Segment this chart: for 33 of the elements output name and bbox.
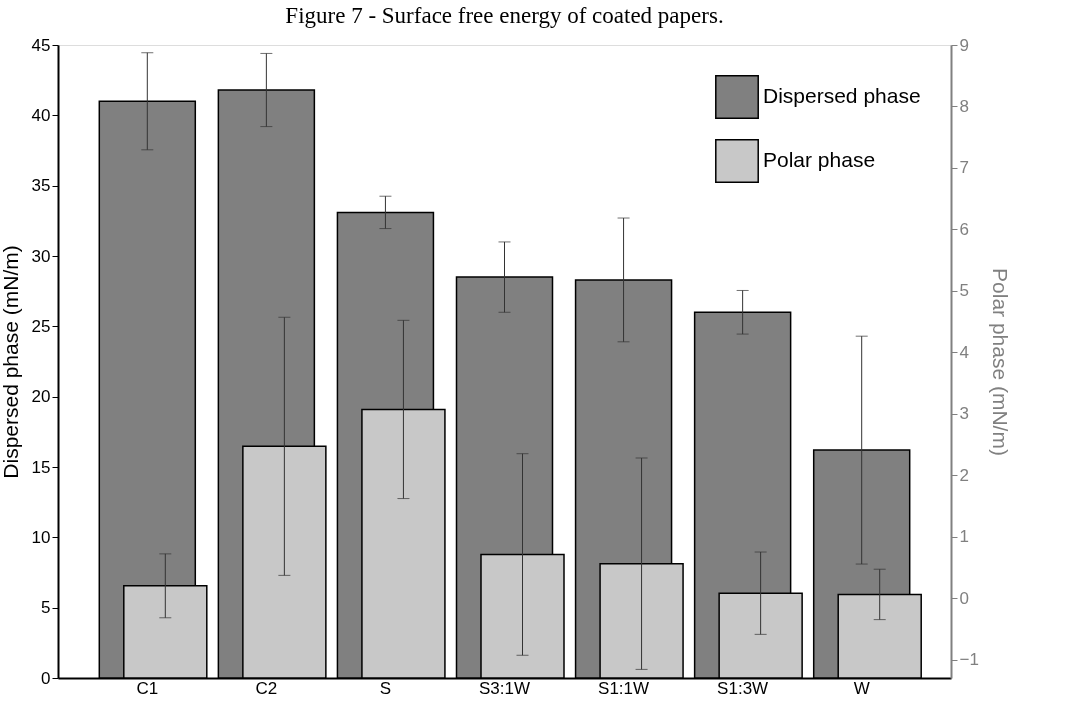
y-tick-label: 0: [41, 668, 51, 688]
y2-tick-label: 6: [959, 219, 969, 239]
y2-tick-label: 3: [959, 404, 969, 424]
legend-label: Polar phase: [763, 148, 876, 171]
y-axis-title: Dispersed phase (mN/m): [0, 245, 22, 479]
x-tick-label: S: [379, 678, 392, 698]
y2-tick-label: 2: [959, 465, 969, 485]
y-tick-label: 20: [31, 387, 51, 407]
y2-tick-label: 1: [959, 527, 969, 547]
x-tick-label: C1: [136, 678, 159, 698]
y2-tick-label: 7: [959, 158, 969, 178]
x-tick-label: W: [853, 678, 870, 698]
y2-tick-label: 4: [959, 342, 969, 362]
x-tick-label: C2: [255, 678, 278, 698]
y-tick-label: 10: [31, 527, 51, 547]
y2-tick-label: 9: [959, 35, 969, 55]
y2-tick-label: −1: [959, 650, 979, 670]
chart-title: Figure 7 - Surface free energy of coated papers.: [285, 3, 724, 28]
y-tick-label: 40: [31, 105, 51, 125]
y-tick-label: 35: [31, 176, 51, 196]
y2-tick-label: 0: [959, 588, 969, 608]
y-tick-label: 5: [41, 598, 51, 618]
x-tick-label: S3:1W: [478, 678, 531, 698]
y-tick-label: 30: [31, 246, 51, 266]
y2-tick-label: 8: [959, 96, 969, 116]
x-tick-label: S1:1W: [598, 678, 650, 698]
y-tick-label: 45: [31, 35, 51, 55]
legend-label: Dispersed phase: [763, 84, 921, 107]
x-tick-label: S1:3W: [717, 678, 769, 698]
y-tick-label: 25: [31, 316, 51, 336]
y2-tick-label: 5: [959, 281, 969, 301]
y2-axis-title: Polar phase (mN/m): [988, 268, 1012, 456]
y-tick-label: 15: [31, 457, 51, 477]
